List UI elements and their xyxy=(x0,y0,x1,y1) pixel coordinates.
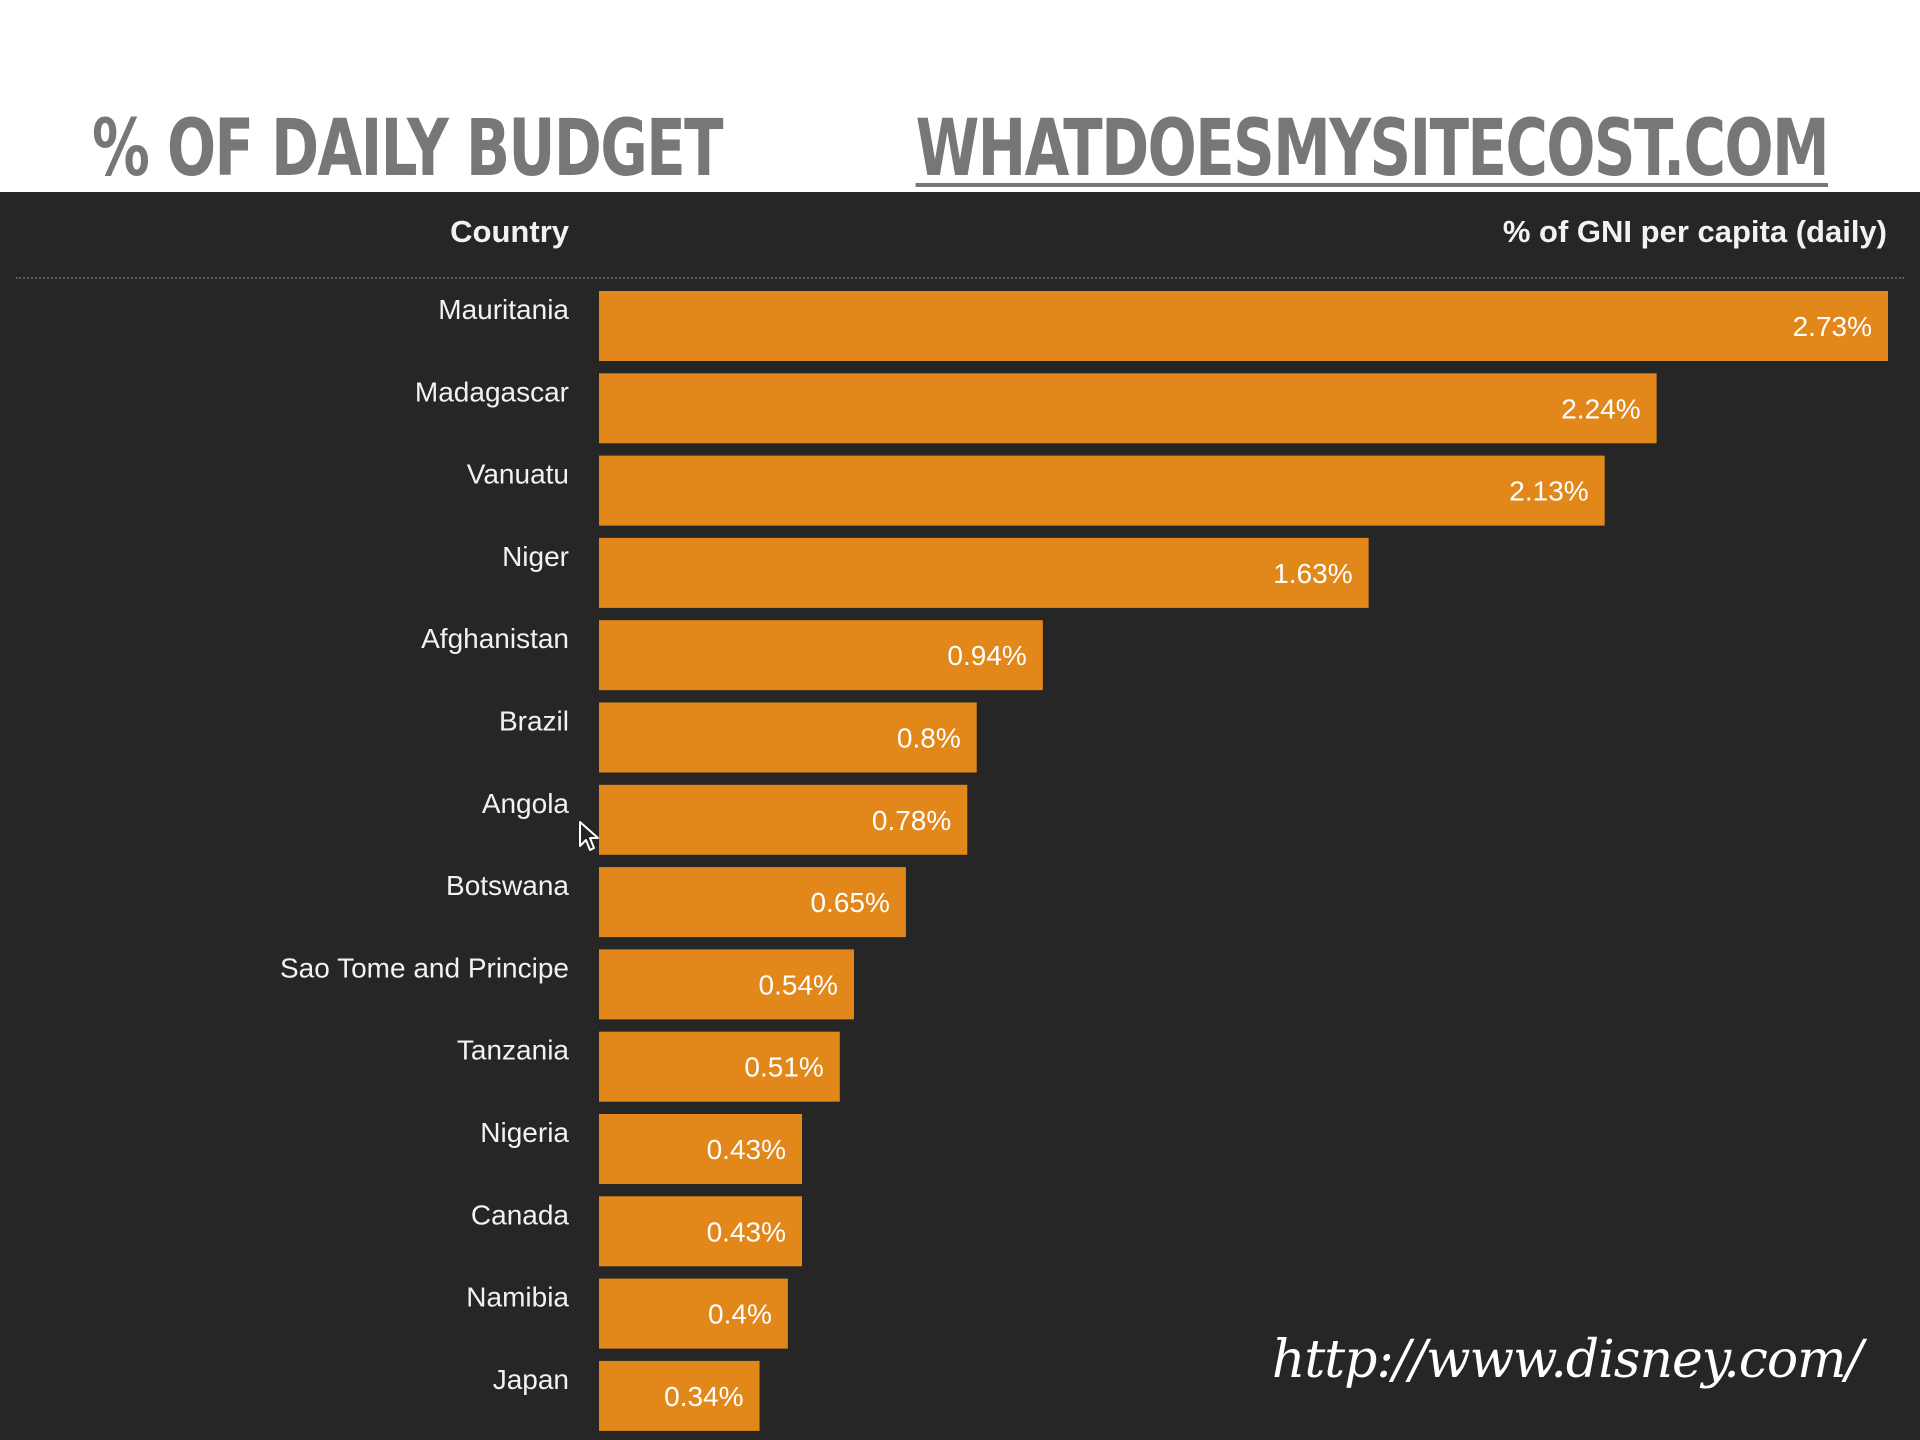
value-label: 0.43% xyxy=(707,1134,786,1165)
value-label: 2.73% xyxy=(1793,311,1872,342)
country-label: Tanzania xyxy=(457,1035,570,1066)
country-label: Botswana xyxy=(446,870,569,901)
country-label: Canada xyxy=(471,1199,570,1230)
bar-mauritania xyxy=(599,291,1888,361)
value-label: 1.63% xyxy=(1273,558,1352,589)
country-label: Mauritania xyxy=(438,294,569,325)
country-label: Afghanistan xyxy=(421,623,569,654)
country-column-header: Country xyxy=(450,214,569,249)
value-label: 0.54% xyxy=(759,969,838,1000)
value-label: 0.94% xyxy=(947,640,1026,671)
bar-canada xyxy=(599,1196,803,1267)
value-label: 0.51% xyxy=(744,1052,823,1083)
value-label: 0.78% xyxy=(872,805,951,836)
country-label: Angola xyxy=(482,788,570,819)
country-label: Madagascar xyxy=(415,376,569,407)
country-label: Niger xyxy=(502,541,569,572)
bar-tanzania xyxy=(599,1031,840,1102)
bar-angola xyxy=(599,784,968,855)
value-label: 0.34% xyxy=(664,1381,743,1412)
country-label: Japan xyxy=(493,1364,569,1395)
bar-afghanistan xyxy=(599,620,1043,691)
bar-botswana xyxy=(599,867,906,938)
value-label: 2.24% xyxy=(1561,393,1640,424)
country-label: Nigeria xyxy=(480,1117,569,1148)
country-label: Namibia xyxy=(466,1282,569,1313)
source-url: http://www.disney.com/ xyxy=(1271,1330,1863,1390)
slide-header: % OF DAILY BUDGET WHATDOESMYSITECOST.COM xyxy=(0,0,1920,194)
value-label: 0.8% xyxy=(897,723,961,754)
value-label: 0.65% xyxy=(810,887,889,918)
bar-sao-tome-and-principe xyxy=(599,949,854,1020)
country-label: Sao Tome and Principe xyxy=(280,952,569,983)
bar-brazil xyxy=(599,702,977,773)
chart-panel: Country % of GNI per capita (daily) Maur… xyxy=(0,192,1920,1440)
bar-nigeria xyxy=(599,1114,803,1184)
bar-vanuatu xyxy=(599,455,1605,526)
value-column-header: % of GNI per capita (daily) xyxy=(1502,214,1887,249)
country-label: Vanuatu xyxy=(467,459,569,490)
bar-namibia xyxy=(599,1278,788,1349)
site-link[interactable]: WHATDOESMYSITECOST.COM xyxy=(915,104,1830,194)
bar-japan xyxy=(599,1360,760,1431)
country-label: Brazil xyxy=(499,706,569,737)
slide-title: % OF DAILY BUDGET xyxy=(92,104,724,194)
bar-madagascar xyxy=(599,373,1657,444)
bar-niger xyxy=(599,537,1369,608)
header-divider xyxy=(16,277,1904,279)
mouse-cursor-icon xyxy=(579,821,599,851)
value-label: 2.13% xyxy=(1509,476,1588,507)
bar-chart: Mauritania 2.73% Madagascar 2.24% Vanuatu 2.1… xyxy=(280,291,1888,1431)
value-label: 0.4% xyxy=(708,1299,772,1330)
value-label: 0.43% xyxy=(707,1216,786,1247)
